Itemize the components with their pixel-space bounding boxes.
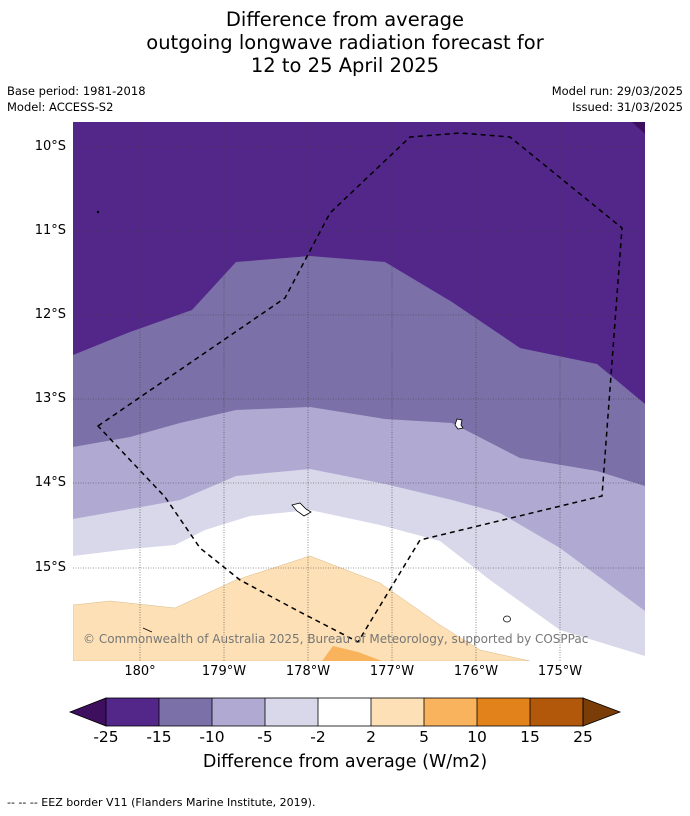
- colorbar-tick-4: -2: [310, 728, 326, 746]
- title-line-1: Difference from average: [225, 8, 465, 31]
- colorbar-swatch-4: [265, 698, 318, 726]
- colorbar-tick-2: -10: [199, 728, 225, 746]
- chart-title: Difference from average outgoing longwav…: [0, 8, 690, 77]
- lat-label-15s: 15°S: [34, 560, 66, 575]
- base-period: Base period: 1981-2018: [7, 84, 146, 98]
- graticule: [73, 122, 645, 661]
- island-b: [291, 502, 312, 517]
- meta-right: Model run: 29/03/2025 Issued: 31/03/2025: [552, 83, 683, 115]
- island-a: [454, 418, 464, 430]
- colorbar-tick-9: 25: [573, 728, 593, 746]
- island-e: [96, 210, 100, 214]
- band-below-minus-25: [632, 122, 645, 134]
- title-line-3: 12 to 25 April 2025: [250, 54, 440, 77]
- lat-label-11s: 11°S: [34, 223, 66, 238]
- lon-label-179w: 179°W: [201, 664, 247, 679]
- colorbar-swatch-9: [530, 698, 583, 726]
- model-name: Model: ACCESS-S2: [7, 100, 114, 114]
- colorbar-swatch-5: [318, 698, 371, 726]
- colorbar-tick-8: 15: [520, 728, 540, 746]
- anomaly-map: [73, 122, 645, 661]
- colorbar-label: Difference from average (W/m2): [202, 752, 488, 772]
- issued-date: Issued: 31/03/2025: [572, 100, 683, 114]
- band-2-to-5: [73, 555, 531, 661]
- title-line-2: outgoing longwave radiation forecast for: [146, 31, 544, 54]
- lat-label-12s: 12°S: [34, 307, 66, 322]
- colorbar-swatch-8: [477, 698, 530, 726]
- colorbar-tick-3: -5: [257, 728, 273, 746]
- eez-legend-footnote: -- -- -- EEZ border V11 (Flanders Marine…: [7, 796, 316, 809]
- island-c: [503, 615, 511, 623]
- colorbar-swatch-7: [424, 698, 477, 726]
- colorbar-swatch-6: [371, 698, 424, 726]
- lon-label-176w: 176°W: [453, 664, 499, 679]
- lat-label-10s: 10°S: [34, 139, 66, 154]
- lon-label-178w: 178°W: [285, 664, 331, 679]
- band-5-to-10: [322, 646, 382, 661]
- colorbar-tick-1: -15: [146, 728, 172, 746]
- colorbar-tick-7: 10: [467, 728, 487, 746]
- colorbar-swatch-1: [106, 698, 159, 726]
- meta-left: Base period: 1981-2018 Model: ACCESS-S2: [7, 83, 146, 115]
- island-d: [142, 627, 153, 633]
- colorbar-extend-low: [68, 697, 107, 727]
- copyright-notice: © Commonwealth of Australia 2025, Bureau…: [83, 632, 589, 646]
- lat-label-14s: 14°S: [34, 475, 66, 490]
- islands: [96, 210, 511, 633]
- lon-label-177w: 177°W: [369, 664, 415, 679]
- lat-label-13s: 13°S: [34, 391, 66, 406]
- lon-label-175w: 175°W: [537, 664, 583, 679]
- model-run: Model run: 29/03/2025: [551, 84, 683, 98]
- eez-border: [96, 132, 623, 643]
- colorbar-swatch-2: [159, 698, 212, 726]
- colorbar-tick-5: 2: [366, 728, 376, 746]
- colorbar: [68, 697, 622, 727]
- colorbar-dividers: [105, 697, 584, 727]
- colorbar-tick-0: -25: [93, 728, 119, 746]
- colorbar-swatch-3: [212, 698, 265, 726]
- map-fill-layers: [73, 122, 645, 661]
- lon-label-180: 180°: [124, 664, 156, 679]
- colorbar-extend-high: [582, 697, 622, 727]
- colorbar-tick-6: 5: [419, 728, 429, 746]
